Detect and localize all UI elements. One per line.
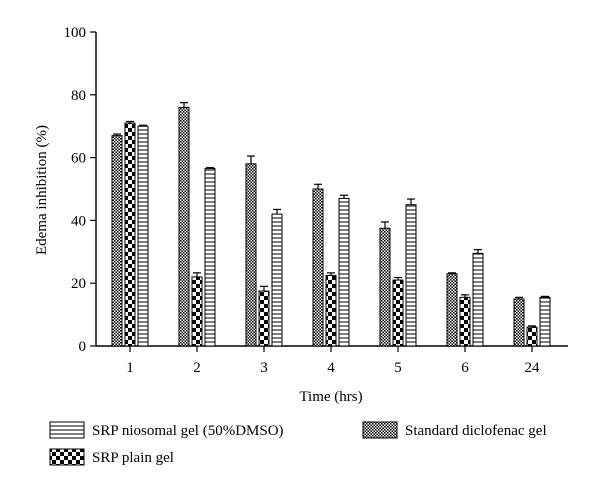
y-tick-label: 20 xyxy=(71,276,86,292)
bar xyxy=(446,273,458,347)
x-tick-label: 5 xyxy=(394,360,402,376)
bar xyxy=(472,252,484,347)
legend-item: SRP niosomal gel (50%DMSO) xyxy=(49,421,284,439)
bar xyxy=(124,122,136,347)
bar xyxy=(539,296,551,347)
legend-label: SRP plain gel xyxy=(92,450,174,466)
legend-label: SRP niosomal gel (50%DMSO) xyxy=(92,423,284,439)
bar xyxy=(178,106,190,347)
x-tick-label: 3 xyxy=(260,360,268,376)
bar xyxy=(325,274,337,347)
x-tick-label: 4 xyxy=(327,360,335,376)
bar xyxy=(204,168,216,347)
x-tick-label: 2 xyxy=(193,360,201,376)
y-tick-label: 100 xyxy=(64,25,87,41)
bar xyxy=(191,276,203,347)
bar xyxy=(459,296,471,347)
bar xyxy=(526,326,538,347)
x-tick-label: 24 xyxy=(525,360,541,376)
legend-item: Standard diclofenac gel xyxy=(362,421,547,439)
bar xyxy=(245,163,257,347)
y-tick-label: 40 xyxy=(71,213,86,229)
y-tick-label: 60 xyxy=(71,151,86,167)
legend-item: SRP plain gel xyxy=(49,448,174,466)
bar xyxy=(312,188,324,347)
legend-swatch xyxy=(49,421,85,439)
legend-swatch xyxy=(49,448,85,466)
x-axis-label: Time (hrs) xyxy=(299,389,362,405)
y-tick-label: 0 xyxy=(79,339,87,355)
bar xyxy=(405,204,417,347)
bar xyxy=(513,298,525,347)
bar xyxy=(338,197,350,347)
bar xyxy=(392,279,404,347)
y-axis-label: Edema inhibition (%) xyxy=(34,125,50,255)
bar xyxy=(271,213,283,347)
legend-swatch xyxy=(362,421,398,439)
legend: Standard diclofenac gel SRP plain gel SRP … xyxy=(49,421,547,466)
x-tick-label: 6 xyxy=(461,360,469,376)
bar xyxy=(379,227,391,347)
x-tick-label: 1 xyxy=(126,360,134,376)
y-tick-label: 80 xyxy=(71,88,86,104)
bar xyxy=(137,125,149,347)
legend-label: Standard diclofenac gel xyxy=(405,423,547,439)
bar xyxy=(258,290,270,347)
bar xyxy=(111,135,123,347)
